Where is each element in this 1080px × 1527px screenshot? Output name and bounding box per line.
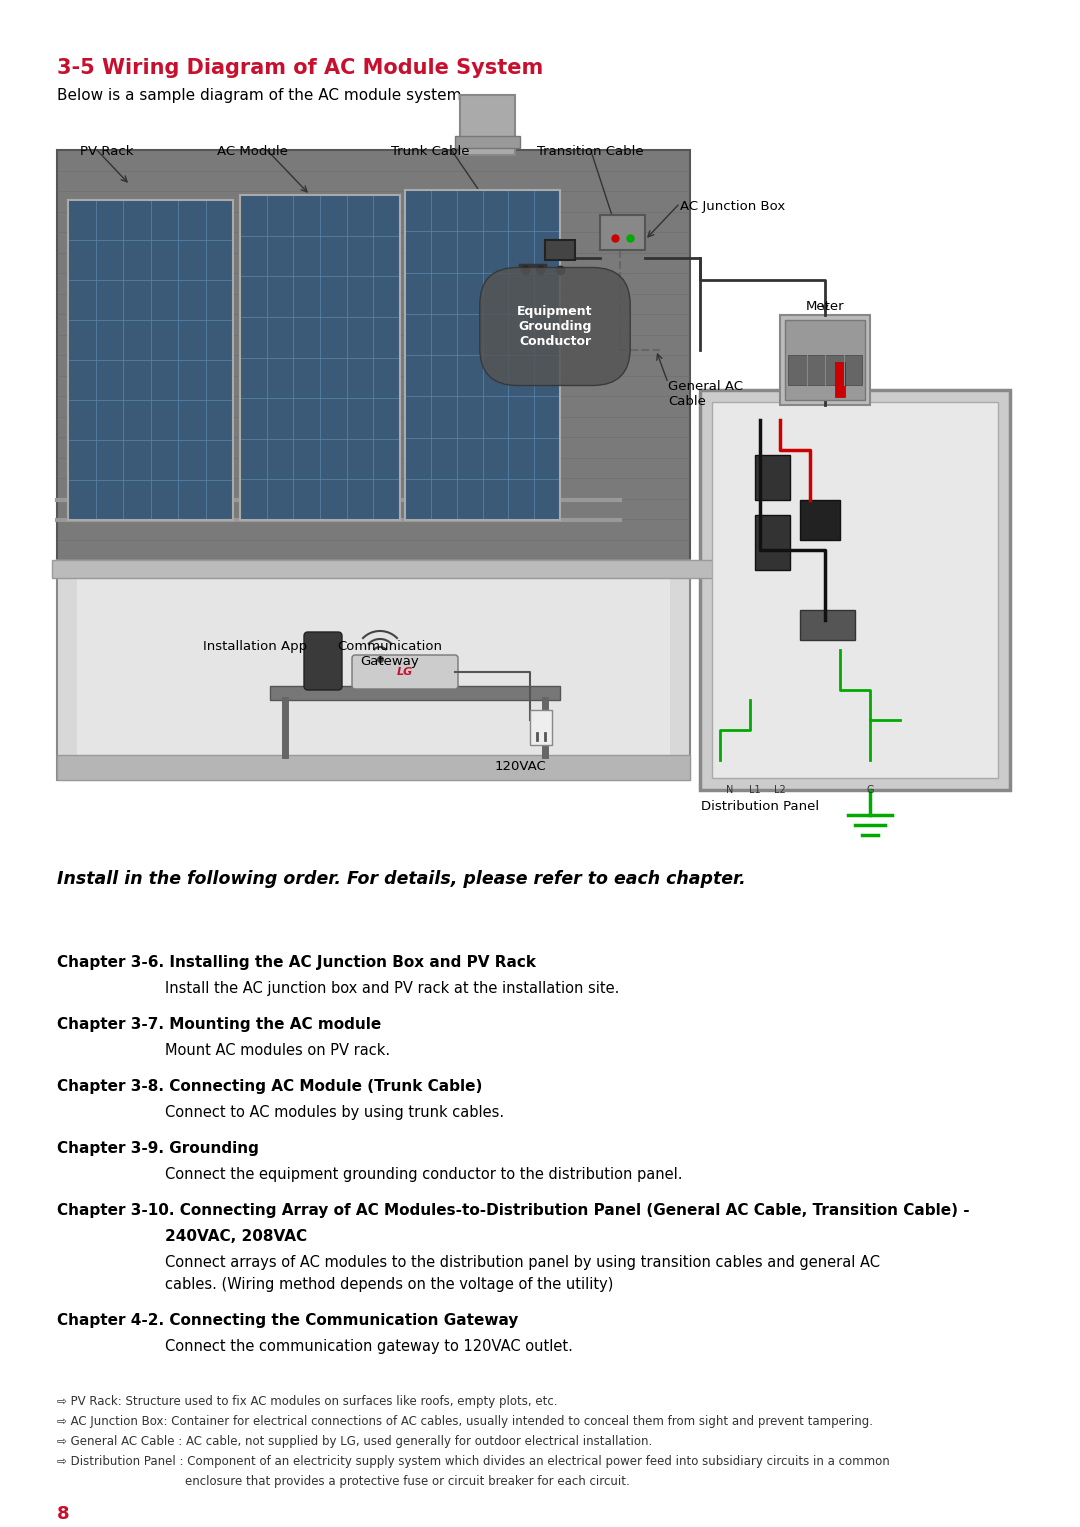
Bar	[835, 362, 845, 397]
Text: L1: L1	[750, 785, 760, 796]
Bar	[600, 215, 645, 250]
Text: Equipment
Grounding
Conductor: Equipment Grounding Conductor	[517, 305, 593, 348]
Text: Transition Cable: Transition Cable	[537, 145, 644, 157]
Text: Below is a sample diagram of the AC module system.: Below is a sample diagram of the AC modu…	[57, 89, 467, 102]
Polygon shape	[68, 200, 233, 521]
Text: Connect the communication gateway to 120VAC outlet.: Connect the communication gateway to 120…	[165, 1339, 572, 1354]
Text: enclosure that provides a protective fuse or circuit breaker for each circuit.: enclosure that provides a protective fus…	[185, 1475, 630, 1487]
Bar	[755, 455, 789, 499]
Text: Chapter 3-10. Connecting Array of AC Modules-to-Distribution Panel (General AC C: Chapter 3-10. Connecting Array of AC Mod…	[57, 1203, 970, 1219]
FancyBboxPatch shape	[352, 655, 458, 689]
Bar	[57, 150, 690, 560]
FancyBboxPatch shape	[303, 632, 342, 690]
Bar	[712, 402, 998, 777]
Text: 3-5 Wiring Diagram of AC Module System: 3-5 Wiring Diagram of AC Module System	[57, 58, 543, 78]
Text: N: N	[727, 785, 733, 796]
Text: Chapter 3-8. Connecting AC Module (Trunk Cable): Chapter 3-8. Connecting AC Module (Trunk…	[57, 1080, 483, 1093]
Text: Distribution Panel: Distribution Panel	[701, 800, 819, 812]
Text: ⇨ PV Rack: Structure used to fix AC modules on surfaces like roofs, empty plots,: ⇨ PV Rack: Structure used to fix AC modu…	[57, 1396, 557, 1408]
Bar	[545, 240, 575, 260]
Text: General AC
Cable: General AC Cable	[669, 380, 743, 408]
Text: Chapter 4-2. Connecting the Communication Gateway: Chapter 4-2. Connecting the Communicatio…	[57, 1313, 518, 1328]
Text: Install in the following order. For details, please refer to each chapter.: Install in the following order. For deta…	[57, 870, 746, 889]
Text: Install the AC junction box and PV rack at the installation site.: Install the AC junction box and PV rack …	[165, 980, 619, 996]
Bar	[755, 515, 789, 570]
Text: L2: L2	[774, 785, 786, 796]
Text: Connect the equipment grounding conductor to the distribution panel.: Connect the equipment grounding conducto…	[165, 1167, 683, 1182]
Text: LG: LG	[396, 667, 414, 676]
Text: Trunk Cable: Trunk Cable	[391, 145, 469, 157]
Text: 240VAC, 208VAC: 240VAC, 208VAC	[165, 1229, 307, 1245]
Text: Connect to AC modules by using trunk cables.: Connect to AC modules by using trunk cab…	[165, 1106, 504, 1119]
Text: 120VAC: 120VAC	[495, 760, 545, 773]
Text: 8: 8	[57, 1506, 69, 1522]
Text: Chapter 3-9. Grounding: Chapter 3-9. Grounding	[57, 1141, 259, 1156]
Bar	[700, 389, 1010, 789]
Polygon shape	[405, 189, 561, 521]
Bar	[780, 315, 870, 405]
Polygon shape	[240, 195, 400, 521]
Bar	[270, 686, 561, 699]
Text: Connect arrays of AC modules to the distribution panel by using transition cable: Connect arrays of AC modules to the dist…	[165, 1255, 880, 1270]
Bar	[530, 710, 552, 745]
Bar	[77, 576, 670, 765]
Text: Chapter 3-7. Mounting the AC module: Chapter 3-7. Mounting the AC module	[57, 1017, 381, 1032]
Text: Equipment
Grounding
Conductor: Equipment Grounding Conductor	[518, 305, 591, 348]
Text: ⇨ Distribution Panel : Component of an electricity supply system which divides a: ⇨ Distribution Panel : Component of an e…	[57, 1455, 890, 1467]
Text: PV Rack: PV Rack	[80, 145, 134, 157]
Text: cables. (Wiring method depends on the voltage of the utility): cables. (Wiring method depends on the vo…	[165, 1277, 613, 1292]
Text: Meter: Meter	[806, 299, 845, 313]
Text: Installation App: Installation App	[203, 640, 307, 654]
Text: G: G	[866, 785, 874, 796]
Bar	[460, 95, 515, 156]
Text: Communication
Gateway: Communication Gateway	[337, 640, 443, 667]
Text: ⇨ General AC Cable : AC cable, not supplied by LG, used generally for outdoor el: ⇨ General AC Cable : AC cable, not suppl…	[57, 1435, 652, 1448]
Bar	[57, 560, 690, 780]
Text: AC Junction Box: AC Junction Box	[680, 200, 785, 212]
Text: Chapter 3-6. Installing the AC Junction Box and PV Rack: Chapter 3-6. Installing the AC Junction …	[57, 954, 536, 970]
Text: AC Module: AC Module	[217, 145, 287, 157]
Bar	[455, 136, 519, 148]
Bar	[800, 609, 855, 640]
Text: ⇨ AC Junction Box: Container for electrical connections of AC cables, usually in: ⇨ AC Junction Box: Container for electri…	[57, 1416, 873, 1428]
Bar	[57, 754, 690, 780]
Bar	[52, 560, 735, 579]
Bar	[785, 321, 865, 400]
Bar	[800, 499, 840, 541]
Text: Mount AC modules on PV rack.: Mount AC modules on PV rack.	[165, 1043, 390, 1058]
Bar	[788, 354, 862, 385]
